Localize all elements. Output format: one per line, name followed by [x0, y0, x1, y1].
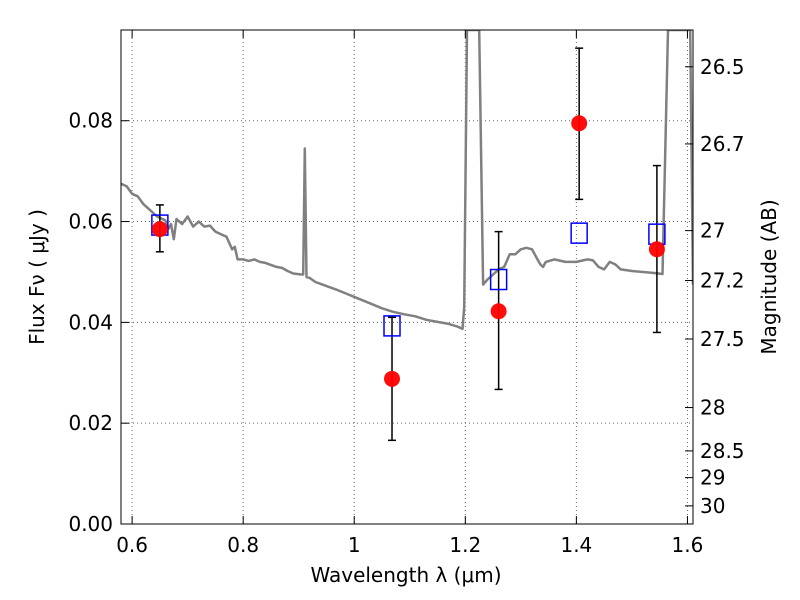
observed-markers-layer: [151, 115, 665, 387]
model-markers-layer: [151, 214, 666, 337]
y-tick-label: 0.08: [68, 109, 113, 133]
model-square-marker: [383, 315, 401, 337]
y-tick-label: 0.06: [68, 210, 113, 234]
y-tick-label: 0.02: [68, 411, 113, 435]
plot-frame: [120, 29, 694, 525]
sed-curve: [121, 30, 693, 331]
y2-tick-label: 28.5: [700, 439, 745, 463]
x-tick-label: 0.6: [116, 533, 148, 557]
y-tick-label: 0.00: [68, 512, 113, 536]
x-axis-label: Wavelength λ (μm): [310, 563, 501, 587]
x-tick-label: 1.6: [672, 533, 704, 557]
ticks-layer: 0.6 0.8 1 1.2 1.4 1.6 0.00 0.02 0.04 0.06 0.08 26.5…: [68, 30, 745, 557]
observed-point: [151, 221, 168, 238]
x-tick-label: 1.2: [449, 533, 481, 557]
y-tick-label: 0.04: [68, 310, 113, 334]
y2-tick-label: 27: [700, 219, 725, 243]
sed-curve-layer: [121, 30, 693, 331]
model-square-marker: [489, 268, 508, 291]
y2-axis-label: Magnitude (AB): [757, 199, 781, 354]
observed-point: [490, 303, 507, 320]
x-tick-label: 0.8: [227, 533, 259, 557]
y2-tick-label: 30: [700, 494, 725, 518]
y2-tick-label: 29: [700, 466, 725, 490]
observed-point: [571, 115, 588, 132]
y2-tick-label: 27.2: [700, 269, 745, 293]
model-square-marker: [570, 222, 588, 244]
y2-tick-label: 26.7: [700, 132, 745, 156]
y2-tick-label: 28: [700, 396, 725, 420]
y-axis-label: Flux Fν ( μJy ): [25, 209, 49, 345]
y2-tick-label: 26.5: [700, 55, 745, 79]
x-tick-label: 1: [348, 533, 361, 557]
observed-point: [384, 370, 401, 387]
x-tick-label: 1.4: [560, 533, 592, 557]
observed-point: [648, 241, 665, 258]
y2-tick-label: 27.5: [700, 327, 745, 351]
grid: [121, 30, 693, 524]
